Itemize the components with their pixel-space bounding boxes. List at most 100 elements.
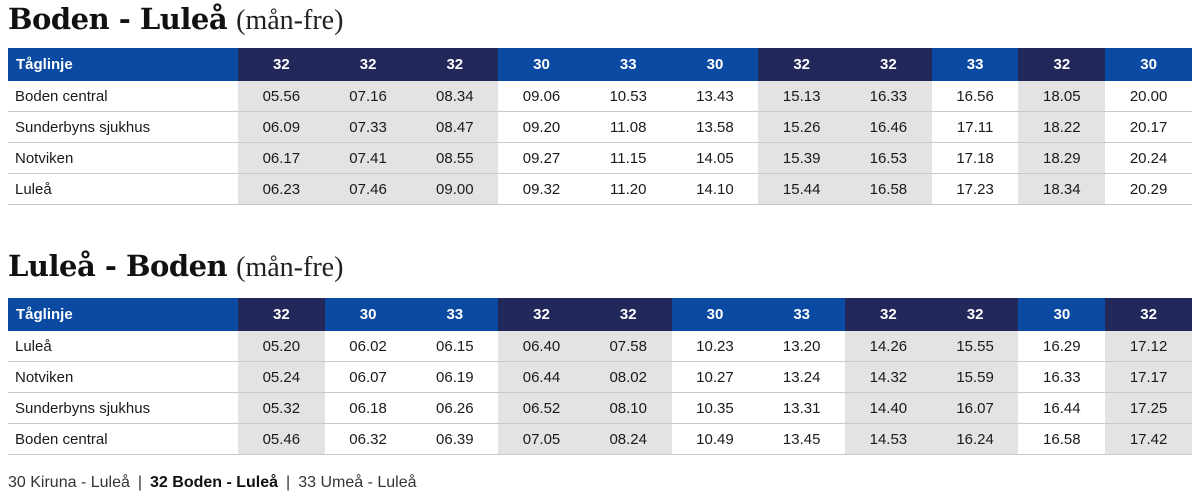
time-cell: 16.46 (845, 111, 932, 143)
time-cell: 17.11 (931, 111, 1019, 143)
time-cell: 09.27 (498, 142, 585, 174)
time-cell: 13.45 (758, 423, 846, 455)
header-label: Tåglinje (8, 298, 238, 331)
train-number: 30 (324, 298, 412, 331)
table-row: Sunderbyns sjukhus 05.32 06.18 06.26 06.… (8, 392, 1192, 424)
train-number: 32 (498, 298, 585, 331)
table-row: Notviken 05.24 06.07 06.19 06.44 08.02 1… (8, 361, 1192, 393)
legend-line-32: 32 Boden - Luleå (150, 474, 279, 491)
train-number: 33 (411, 298, 499, 331)
station-name: Boden central (8, 423, 238, 455)
time-cell: 07.16 (324, 81, 412, 112)
time-cell: 08.47 (411, 111, 499, 143)
time-cell: 17.23 (931, 173, 1019, 205)
section-title: Boden - Luleå (mån-fre) (8, 2, 1192, 40)
header-row: Tåglinje 32 32 32 30 33 30 32 32 33 32 3… (8, 48, 1192, 81)
time-cell: 17.17 (1105, 361, 1192, 393)
time-cell: 06.23 (238, 173, 325, 205)
time-cell: 14.26 (845, 331, 932, 362)
time-cell: 06.32 (324, 423, 412, 455)
time-cell: 09.32 (498, 173, 585, 205)
time-cell: 18.34 (1018, 173, 1106, 205)
title-route: Luleå - Boden (8, 249, 228, 283)
table-row: Notviken 06.17 07.41 08.55 09.27 11.15 1… (8, 142, 1192, 174)
time-cell: 16.07 (931, 392, 1019, 424)
station-name: Luleå (8, 331, 238, 362)
header-row: Tåglinje 32 30 33 32 32 30 33 32 32 30 3… (8, 298, 1192, 331)
title-days: (mån-fre) (236, 5, 344, 36)
station-name: Notviken (8, 361, 238, 393)
time-cell: 05.56 (238, 81, 325, 112)
time-cell: 08.24 (584, 423, 672, 455)
time-cell: 16.33 (1018, 361, 1106, 393)
time-cell: 16.29 (1018, 331, 1106, 362)
time-cell: 16.56 (931, 81, 1019, 112)
time-cell: 17.12 (1105, 331, 1192, 362)
time-cell: 15.55 (931, 331, 1019, 362)
train-number: 32 (411, 48, 499, 81)
time-cell: 08.55 (411, 142, 499, 174)
time-cell: 16.53 (845, 142, 932, 174)
time-cell: 20.17 (1105, 111, 1192, 143)
train-number: 32 (845, 48, 932, 81)
time-cell: 20.29 (1105, 173, 1192, 205)
time-cell: 06.44 (498, 361, 585, 393)
time-cell: 15.59 (931, 361, 1019, 393)
train-number: 30 (1105, 48, 1192, 81)
train-number: 33 (758, 298, 846, 331)
train-number: 32 (758, 48, 846, 81)
train-number: 30 (1018, 298, 1106, 331)
train-number: 32 (238, 48, 325, 81)
train-number: 32 (931, 298, 1019, 331)
table-row: Luleå 05.20 06.02 06.15 06.40 07.58 10.2… (8, 331, 1192, 362)
table-row: Luleå 06.23 07.46 09.00 09.32 11.20 14.1… (8, 173, 1192, 205)
time-cell: 06.09 (238, 111, 325, 143)
train-number: 33 (584, 48, 672, 81)
time-cell: 06.52 (498, 392, 585, 424)
time-cell: 10.27 (671, 361, 759, 393)
time-cell: 17.42 (1105, 423, 1192, 455)
time-cell: 14.53 (845, 423, 932, 455)
time-cell: 16.58 (845, 173, 932, 205)
time-cell: 15.26 (758, 111, 846, 143)
time-cell: 06.17 (238, 142, 325, 174)
time-cell: 06.15 (411, 331, 499, 362)
time-cell: 06.26 (411, 392, 499, 424)
title-route: Boden - Luleå (8, 2, 228, 36)
time-cell: 13.24 (758, 361, 846, 393)
train-number: 32 (584, 298, 672, 331)
time-cell: 08.02 (584, 361, 672, 393)
legend-line-30: 30 Kiruna - Luleå (8, 474, 130, 491)
station-name: Notviken (8, 142, 238, 174)
time-cell: 11.15 (584, 142, 672, 174)
time-cell: 18.29 (1018, 142, 1106, 174)
time-cell: 07.41 (324, 142, 412, 174)
time-cell: 06.40 (498, 331, 585, 362)
station-name: Sunderbyns sjukhus (8, 111, 238, 143)
station-name: Boden central (8, 81, 238, 112)
time-cell: 16.44 (1018, 392, 1106, 424)
table-row: Boden central 05.46 06.32 06.39 07.05 08… (8, 423, 1192, 455)
section-title: Luleå - Boden (mån-fre) (8, 249, 1192, 287)
timetable-boden-lulea: Tåglinje 32 32 32 30 33 30 32 32 33 32 3… (8, 48, 1192, 205)
station-name: Sunderbyns sjukhus (8, 392, 238, 424)
time-cell: 07.46 (324, 173, 412, 205)
time-cell: 10.35 (671, 392, 759, 424)
line-legend: 30 Kiruna - Luleå | 32 Boden - Luleå | 33 Um… (8, 474, 417, 492)
time-cell: 15.13 (758, 81, 846, 112)
train-number: 30 (671, 298, 759, 331)
timetable-lulea-boden: Tåglinje 32 30 33 32 32 30 33 32 32 30 3… (8, 298, 1192, 455)
time-cell: 05.20 (238, 331, 325, 362)
time-cell: 13.58 (671, 111, 759, 143)
time-cell: 16.24 (931, 423, 1019, 455)
time-cell: 15.39 (758, 142, 846, 174)
time-cell: 06.39 (411, 423, 499, 455)
time-cell: 10.23 (671, 331, 759, 362)
time-cell: 20.00 (1105, 81, 1192, 112)
time-cell: 11.20 (584, 173, 672, 205)
time-cell: 06.19 (411, 361, 499, 393)
train-number: 30 (498, 48, 585, 81)
time-cell: 18.22 (1018, 111, 1106, 143)
table-row: Sunderbyns sjukhus 06.09 07.33 08.47 09.… (8, 111, 1192, 143)
time-cell: 20.24 (1105, 142, 1192, 174)
